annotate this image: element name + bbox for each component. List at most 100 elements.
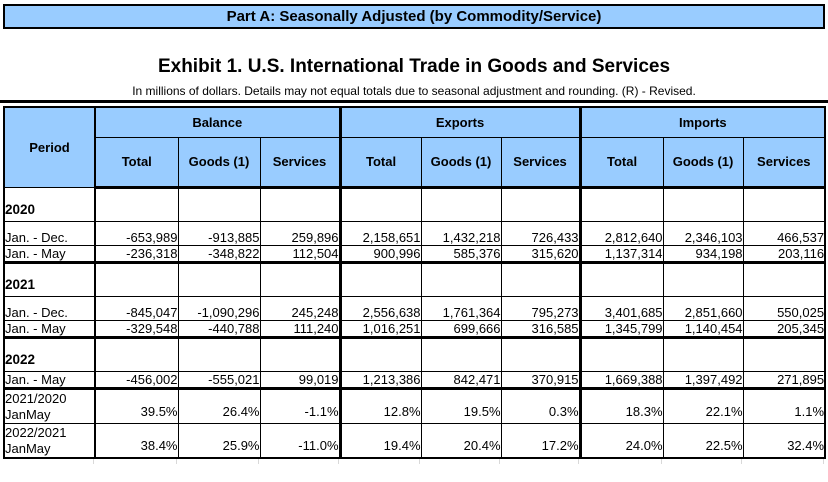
gridline-stub <box>177 459 259 464</box>
gridline-stub <box>500 459 579 464</box>
gridline-stub <box>3 459 94 464</box>
value-cell: 585,376 <box>420 244 502 264</box>
period-cell: 2022/2021 JanMay <box>3 422 96 459</box>
value-cell: 316,585 <box>500 319 581 339</box>
period-label-line2: JanMay <box>5 440 51 456</box>
table-row: 2022 <box>3 336 826 372</box>
value-cell: 19.4% <box>338 422 422 459</box>
trade-table: Period Balance Exports Imports Total Goo… <box>3 106 827 459</box>
period-cell: 2020 <box>3 186 96 222</box>
exports-goods-header: Goods (1) <box>420 136 502 189</box>
exports-services-header: Services <box>500 136 581 189</box>
value-cell: -913,885 <box>177 220 261 246</box>
value-cell: 22.1% <box>662 387 744 424</box>
value-cell: 1,213,386 <box>338 370 422 390</box>
period-cell: Jan. - May <box>3 370 96 390</box>
value-cell: 19.5% <box>420 387 502 424</box>
value-cell <box>259 186 341 222</box>
value-cell <box>742 261 826 297</box>
value-cell: -329,548 <box>94 319 179 339</box>
value-cell <box>742 186 826 222</box>
value-cell: 1,761,364 <box>420 295 502 321</box>
value-cell: 1,016,251 <box>338 319 422 339</box>
exports-group-header: Exports <box>338 106 581 138</box>
value-cell: 26.4% <box>177 387 261 424</box>
value-cell: 0.3% <box>500 387 581 424</box>
value-cell: 934,198 <box>662 244 744 264</box>
page-subtitle: In millions of dollars. Details may not … <box>132 84 696 98</box>
value-cell: -653,989 <box>94 220 179 246</box>
sub-header-row: Total Goods (1) Services Total Goods (1)… <box>4 136 826 189</box>
value-cell <box>338 336 422 372</box>
value-cell <box>420 336 502 372</box>
value-cell: -440,788 <box>177 319 261 339</box>
value-cell <box>177 336 261 372</box>
value-cell: -845,047 <box>94 295 179 321</box>
value-cell <box>500 336 581 372</box>
value-cell: -555,021 <box>177 370 261 390</box>
period-cell: 2022 <box>3 336 96 372</box>
value-cell: -456,002 <box>94 370 179 390</box>
value-cell <box>259 336 341 372</box>
value-cell <box>578 336 664 372</box>
period-label-line1: 2021/2020 <box>5 390 67 406</box>
value-cell <box>578 261 664 297</box>
value-cell: 25.9% <box>177 422 261 459</box>
value-cell: 205,345 <box>742 319 826 339</box>
value-cell: 112,504 <box>259 244 341 264</box>
table-row: Jan. - May -456,002 -555,021 99,019 1,213,38… <box>3 370 826 390</box>
value-cell: 203,116 <box>742 244 826 264</box>
value-cell: 900,996 <box>338 244 422 264</box>
part-a-banner: Part A: Seasonally Adjusted (by Commodit… <box>3 4 825 29</box>
value-cell <box>662 261 744 297</box>
page-title: Exhibit 1. U.S. International Trade in G… <box>157 56 671 77</box>
value-cell <box>662 186 744 222</box>
period-label-line2: JanMay <box>5 406 51 422</box>
value-cell: 24.0% <box>578 422 664 459</box>
table-row: 2021/2020 JanMay 39.5% 26.4% -1.1% 12.8% 19.5%… <box>3 387 826 424</box>
banner-text: Part A: Seasonally Adjusted (by Commodit… <box>226 8 602 25</box>
period-cell: Jan. - Dec. <box>3 295 96 321</box>
value-cell: 271,895 <box>742 370 826 390</box>
value-cell: 22.5% <box>662 422 744 459</box>
spreadsheet-gridline-stubs <box>3 459 828 464</box>
value-cell <box>177 261 261 297</box>
value-cell: 370,915 <box>500 370 581 390</box>
value-cell: 699,666 <box>420 319 502 339</box>
value-cell: 1,140,454 <box>662 319 744 339</box>
imports-group-header: Imports <box>578 106 826 138</box>
gridline-stub <box>742 459 824 464</box>
value-cell: 99,019 <box>259 370 341 390</box>
value-cell: 1,432,218 <box>420 220 502 246</box>
value-cell: 12.8% <box>338 387 422 424</box>
value-cell <box>742 336 826 372</box>
value-cell: 726,433 <box>500 220 581 246</box>
value-cell <box>338 261 422 297</box>
value-cell: -1.1% <box>259 387 341 424</box>
value-cell: 3,401,685 <box>578 295 664 321</box>
value-cell <box>500 261 581 297</box>
value-cell: 1,397,492 <box>662 370 744 390</box>
period-cell: Jan. - May <box>3 319 96 339</box>
gridline-stub <box>579 459 662 464</box>
value-cell: 38.4% <box>94 422 179 459</box>
value-cell: 1,669,388 <box>578 370 664 390</box>
period-cell: 2021/2020 JanMay <box>3 387 96 424</box>
value-cell: 842,471 <box>420 370 502 390</box>
value-cell <box>177 186 261 222</box>
value-cell: 20.4% <box>420 422 502 459</box>
value-cell: 32.4% <box>742 422 826 459</box>
table-header: Period Balance Exports Imports Total Goo… <box>3 106 826 189</box>
table-row: 2020 <box>3 186 826 222</box>
value-cell <box>500 186 581 222</box>
table-body: 2020 Jan. - Dec. -653,989 -913,885 259,896 2,… <box>3 186 826 459</box>
divider-rule <box>0 100 828 103</box>
gridline-stub <box>259 459 339 464</box>
value-cell: 2,851,660 <box>662 295 744 321</box>
value-cell: 550,025 <box>742 295 826 321</box>
value-cell: 466,537 <box>742 220 826 246</box>
period-cell: Jan. - May <box>3 244 96 264</box>
value-cell <box>259 261 341 297</box>
balance-goods-header: Goods (1) <box>177 136 261 189</box>
value-cell: 18.3% <box>578 387 664 424</box>
